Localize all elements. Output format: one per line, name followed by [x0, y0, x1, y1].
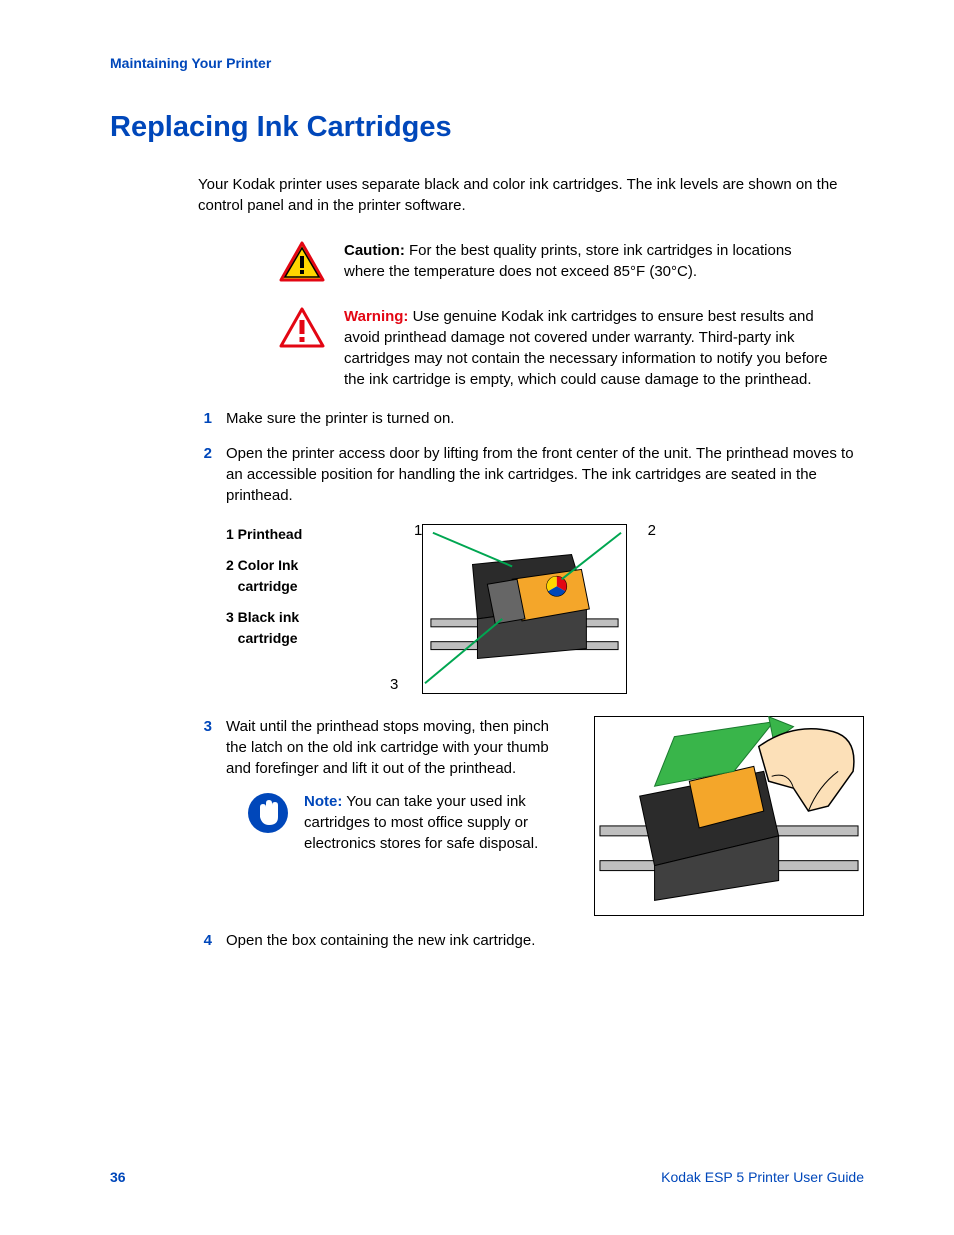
- note-text: Note: You can take your used ink cartrid…: [304, 791, 564, 854]
- figure-2: [594, 716, 864, 916]
- fig1-label-1: 1: [414, 522, 422, 539]
- fig1-label-3: 3: [390, 676, 398, 693]
- step-number: 1: [198, 408, 212, 429]
- step-2: 2 Open the printer access door by liftin…: [198, 443, 864, 506]
- warning-text: Warning: Use genuine Kodak ink cartridge…: [344, 306, 864, 390]
- warning-callout: Warning: Use genuine Kodak ink cartridge…: [278, 306, 864, 390]
- step-number: 3: [198, 716, 212, 916]
- caution-label: Caution:: [344, 242, 405, 259]
- warning-icon: [278, 306, 326, 354]
- legend-item-3: 3 Black ink cartridge: [226, 607, 366, 649]
- page-title: Replacing Ink Cartridges: [110, 111, 864, 144]
- note-label: Note:: [304, 793, 342, 810]
- note-callout: Note: You can take your used ink cartrid…: [246, 791, 564, 854]
- step-text: Open the printer access door by lifting …: [226, 443, 864, 506]
- legend-item-2: 2 Color Ink cartridge: [226, 555, 366, 597]
- warning-body: Use genuine Kodak ink cartridges to ensu…: [344, 308, 828, 388]
- step-3: 3 Wait until the printhead stops moving,…: [198, 716, 864, 916]
- fig1-label-2: 2: [648, 522, 656, 539]
- step-text: Wait until the printhead stops moving, t…: [226, 718, 549, 777]
- figure-1-legend: 1 Printhead 2 Color Ink cartridge 3 Blac…: [226, 524, 366, 694]
- step-4: 4 Open the box containing the new ink ca…: [198, 930, 864, 951]
- section-header: Maintaining Your Printer: [110, 55, 864, 71]
- guide-name: Kodak ESP 5 Printer User Guide: [661, 1169, 864, 1185]
- figure-1-row: 1 Printhead 2 Color Ink cartridge 3 Blac…: [226, 524, 864, 694]
- hand-icon: [246, 791, 290, 854]
- step-number: 4: [198, 930, 212, 951]
- caution-body: For the best quality prints, store ink c…: [344, 242, 792, 280]
- caution-callout: Caution: For the best quality prints, st…: [278, 240, 864, 288]
- step-1: 1 Make sure the printer is turned on.: [198, 408, 864, 429]
- intro-paragraph: Your Kodak printer uses separate black a…: [198, 174, 864, 216]
- caution-text: Caution: For the best quality prints, st…: [344, 240, 864, 282]
- step-text: Open the box containing the new ink cart…: [226, 930, 535, 951]
- figure-1-image: [422, 524, 627, 694]
- figure-1: 1 2 3: [396, 524, 656, 694]
- caution-icon: [278, 240, 326, 288]
- step-text: Make sure the printer is turned on.: [226, 408, 454, 429]
- steps-list-cont: 3 Wait until the printhead stops moving,…: [198, 716, 864, 951]
- step-number: 2: [198, 443, 212, 506]
- page-footer: 36 Kodak ESP 5 Printer User Guide: [110, 1169, 864, 1185]
- steps-list: 1 Make sure the printer is turned on. 2 …: [198, 408, 864, 506]
- page-number: 36: [110, 1169, 126, 1185]
- legend-item-1: 1 Printhead: [226, 524, 366, 545]
- warning-label: Warning:: [344, 308, 408, 325]
